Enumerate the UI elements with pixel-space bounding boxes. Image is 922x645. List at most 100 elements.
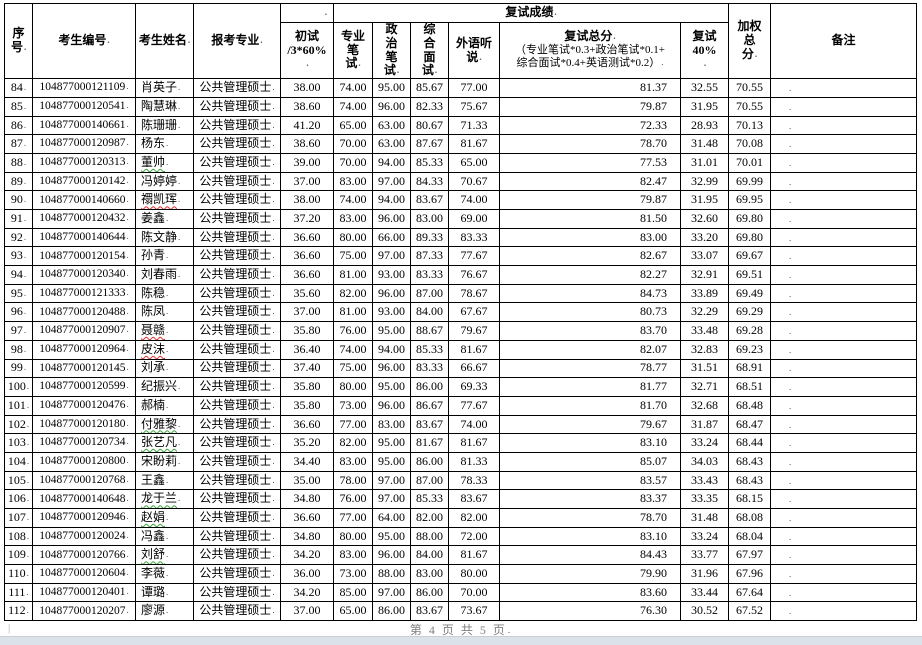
- header-weighted-total: 加权总分: [728, 2, 772, 80]
- candidate-name-cell: 付雅黎: [135, 414, 194, 435]
- candidate-name-text: 冯婷婷: [141, 173, 178, 188]
- candidate-id-cell: 104877000120946: [32, 508, 136, 528]
- interview-score-cell: 86.00: [410, 582, 449, 603]
- professional-written-cell: 70.00: [333, 134, 373, 154]
- serial-cell: 107: [4, 508, 33, 528]
- retest-40-cell: 31.87: [679, 414, 730, 435]
- weighted-total-cell: 69.23: [728, 339, 772, 360]
- table-row: 108104877000120024 冯鑫 公共管理硕士34.8080.0095.0…: [4, 526, 918, 547]
- candidate-name-cell: 禤凯珲: [135, 190, 194, 210]
- retest-total-cell: 77.53: [499, 152, 681, 173]
- major-cell: 公共管理硕士: [193, 564, 281, 584]
- retest-total-cell: 82.27: [499, 265, 681, 285]
- serial-cell: 91: [4, 209, 33, 229]
- retest-40-cell: 33.35: [679, 489, 730, 509]
- retest-40-cell: 33.20: [679, 227, 730, 248]
- candidate-name-cell: 龙于兰: [135, 489, 194, 509]
- candidate-name-cell: 陈文静: [135, 227, 194, 248]
- table-row: 103104877000120734 张艺凡公共管理硕士35.2082.0095.…: [4, 433, 918, 453]
- table-row: 92104877000140644 陈文静公共管理硕士36.6080.0066.0…: [4, 227, 918, 248]
- political-written-cell: 66.00: [372, 227, 411, 248]
- professional-written-cell: 77.00: [333, 414, 373, 435]
- weighted-total-cell: 70.55: [728, 78, 772, 98]
- remark-cell: [770, 190, 918, 210]
- initial-score-cell: 36.60: [280, 265, 334, 285]
- document-page: 序号 考生编号 考生姓名 报考专业 复试成绩 加权总分 备注 初试 /3*60%…: [4, 2, 918, 622]
- serial-cell: 108: [4, 526, 33, 547]
- major-cell: 公共管理硕士: [193, 265, 281, 285]
- remark-cell: [770, 302, 918, 323]
- interview-score-cell: 83.33: [410, 265, 449, 285]
- interview-score-cell: 85.33: [410, 152, 449, 173]
- serial-cell: 98: [4, 339, 33, 360]
- weighted-total-cell: 67.96: [728, 564, 772, 584]
- candidate-name-text: 付雅黎: [141, 416, 178, 431]
- major-cell: 公共管理硕士: [193, 227, 281, 248]
- table-row: 89104877000120142 冯婷婷公共管理硕士37.0083.0097.0…: [4, 171, 918, 192]
- political-written-cell: 88.00: [372, 564, 411, 584]
- professional-written-cell: 70.00: [333, 152, 373, 173]
- weighted-total-cell: 68.91: [728, 358, 772, 379]
- major-cell: 公共管理硕士: [193, 321, 281, 341]
- major-cell: 公共管理硕士: [193, 190, 281, 210]
- major-cell: 公共管理硕士: [193, 171, 281, 192]
- initial-score-cell: 39.00: [280, 152, 334, 173]
- initial-score-cell: 36.00: [280, 564, 334, 584]
- professional-written-cell: 80.00: [333, 227, 373, 248]
- major-cell: 公共管理硕士: [193, 302, 281, 323]
- serial-cell: 99: [4, 358, 33, 379]
- major-cell: 公共管理硕士: [193, 96, 281, 117]
- foreign-listening-cell: 77.67: [448, 395, 500, 416]
- score-table: 序号 考生编号 考生姓名 报考专业 复试成绩 加权总分 备注 初试 /3*60%…: [4, 2, 918, 622]
- major-cell: 公共管理硕士: [193, 246, 281, 267]
- header-initial-line2: /3*60%: [287, 42, 327, 57]
- political-written-cell: 96.00: [372, 209, 411, 229]
- header-serial: 序号: [4, 2, 33, 80]
- table-row: 84104877000121109 肖英子公共管理硕士38.0074.0095.0…: [4, 78, 918, 98]
- interview-score-cell: 83.33: [410, 358, 449, 379]
- candidate-id-cell: 104877000120024: [32, 526, 136, 547]
- major-cell: 公共管理硕士: [193, 601, 281, 622]
- retest-total-cell: 83.10: [499, 526, 681, 547]
- retest-40-cell: 33.07: [679, 246, 730, 267]
- serial-cell: 112: [4, 601, 33, 622]
- header-comprehensive-interview: 综合面试: [410, 21, 449, 80]
- serial-cell: 94: [4, 265, 33, 285]
- foreign-listening-cell: 76.67: [448, 265, 500, 285]
- retest-total-cell: 79.87: [499, 96, 681, 117]
- serial-cell: 84: [4, 78, 33, 98]
- remark-cell: [770, 414, 918, 435]
- political-written-cell: 83.00: [372, 414, 411, 435]
- candidate-name-cell: 刘承: [135, 358, 194, 379]
- major-cell: 公共管理硕士: [193, 395, 281, 416]
- weighted-total-cell: 69.80: [728, 227, 772, 248]
- retest-total-cell: 84.43: [499, 545, 681, 566]
- interview-score-cell: 84.00: [410, 302, 449, 323]
- table-header: 序号 考生编号 考生姓名 报考专业 复试成绩 加权总分 备注 初试 /3*60%…: [4, 2, 918, 80]
- retest-total-cell: 78.70: [499, 508, 681, 528]
- remark-cell: [770, 545, 918, 566]
- remark-cell: [770, 489, 918, 509]
- candidate-name-text: 刘舒: [141, 547, 166, 562]
- major-cell: 公共管理硕士: [193, 582, 281, 603]
- initial-score-cell: 37.00: [280, 601, 334, 622]
- candidate-name-text: 陈稳: [141, 285, 166, 300]
- retest-total-cell: 78.70: [499, 134, 681, 154]
- table-row: 110104877000120604 李薇 公共管理硕士36.0073.0088.0…: [4, 564, 918, 584]
- retest-total-cell: 81.50: [499, 209, 681, 229]
- serial-cell: 110: [4, 564, 33, 584]
- retest-total-cell: 78.77: [499, 358, 681, 379]
- retest-40-cell: 31.48: [679, 508, 730, 528]
- candidate-name-cell: 廖源: [135, 601, 194, 622]
- candidate-name-cell: 刘舒: [135, 545, 194, 566]
- interview-score-cell: 87.33: [410, 246, 449, 267]
- major-cell: 公共管理硕士: [193, 545, 281, 566]
- candidate-name-cell: 纪振兴: [135, 377, 194, 397]
- political-written-cell: 96.00: [372, 96, 411, 117]
- political-written-cell: 94.00: [372, 339, 411, 360]
- candidate-name-cell: 刘春雨: [135, 265, 194, 285]
- weighted-total-cell: 70.13: [728, 115, 772, 136]
- foreign-listening-cell: 75.67: [448, 96, 500, 117]
- professional-written-cell: 74.00: [333, 339, 373, 360]
- candidate-id-cell: 104877000120145: [32, 358, 136, 379]
